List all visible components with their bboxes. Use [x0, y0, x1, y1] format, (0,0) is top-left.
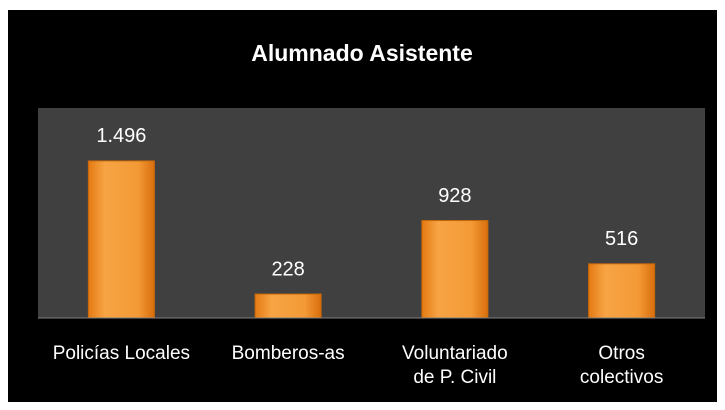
value-label: 516 — [605, 228, 638, 250]
value-label: 228 — [271, 258, 304, 280]
x-tick-label: Policías Locales — [52, 343, 191, 364]
chart-title: Alumnado Asistente — [251, 40, 473, 66]
x-tick-label: Voluntariado de P. Civil — [402, 343, 508, 388]
bar — [87, 160, 155, 319]
x-tick-label: Bomberos-as — [231, 343, 345, 364]
x-tick-label: Otros colectivos — [579, 343, 664, 388]
bar — [421, 220, 489, 319]
bar — [588, 263, 656, 319]
bar — [254, 293, 322, 319]
value-label: 928 — [438, 185, 471, 207]
value-label: 1.496 — [96, 125, 146, 147]
